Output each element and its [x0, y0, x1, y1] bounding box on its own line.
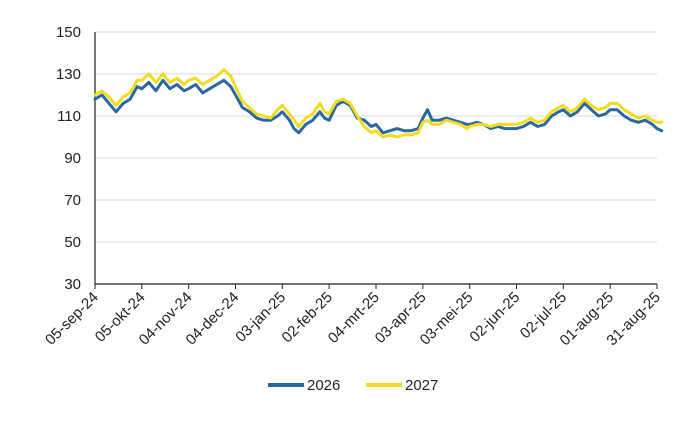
gridlines	[95, 31, 657, 243]
y-tick-label: 130	[56, 66, 81, 83]
y-tick-label: 90	[64, 150, 81, 167]
series-line-2027	[93, 68, 664, 139]
y-tick-label: 30	[64, 276, 81, 293]
y-tick-label: 150	[56, 24, 81, 41]
legend: 2026 2027	[268, 377, 438, 394]
y-axis-ticks: 30 50 70 90 110 130 150	[56, 24, 81, 293]
legend-label-2027: 2027	[405, 377, 438, 394]
y-tick-label: 50	[64, 234, 81, 251]
series-line-2026	[93, 78, 664, 135]
x-axis-ticks: 05-sep-2405-okt-2404-nov-2404-dec-2403-j…	[42, 284, 664, 349]
y-tick-label: 70	[64, 192, 81, 209]
legend-label-2026: 2026	[307, 377, 340, 394]
y-tick-label: 110	[57, 108, 81, 125]
series-lines	[93, 68, 664, 139]
x-tick-label: 02-jun-25	[466, 289, 523, 346]
x-tick-label: 05-sep-24	[42, 289, 102, 349]
